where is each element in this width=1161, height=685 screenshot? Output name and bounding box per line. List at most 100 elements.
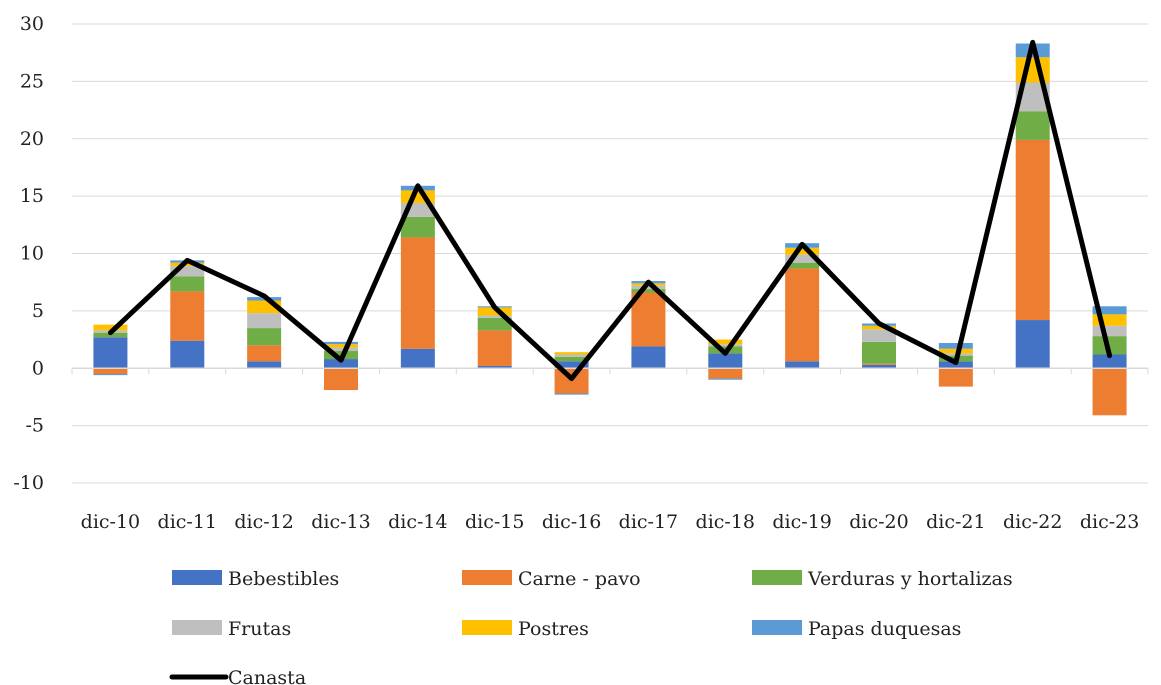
y-tick-label: 15 — [20, 185, 44, 207]
bar-segment — [938, 348, 973, 354]
bar-segment — [93, 368, 128, 374]
bar-segment — [785, 247, 820, 255]
bar-segment — [324, 359, 358, 369]
bar-segment — [862, 329, 896, 342]
x-tick-label: dic-14 — [388, 511, 447, 533]
legend: Bebestibles Carne - pavo Verduras y hortal… — [169, 568, 1013, 685]
bar-segment — [862, 341, 896, 364]
y-tick-labels: -10 -5 0 5 10 15 20 25 30 — [13, 13, 44, 494]
zero-axis — [71, 367, 1149, 375]
legend-swatch — [172, 620, 222, 635]
bar-segment — [400, 216, 435, 238]
canasta-line — [107, 39, 1113, 382]
bar-segment — [477, 365, 512, 369]
bar-segment — [1092, 314, 1127, 326]
legend-swatch — [462, 570, 512, 585]
y-tick-label: -5 — [25, 415, 44, 437]
bar-segment — [938, 368, 973, 387]
x-tick-label: dic-20 — [849, 511, 908, 533]
bar-segment — [631, 285, 666, 290]
y-tick-label: 20 — [20, 128, 44, 150]
legend-label: Bebestibles — [228, 568, 339, 590]
bar-segment — [324, 347, 358, 352]
bar-segment — [170, 266, 205, 277]
bar-segment — [324, 368, 358, 391]
bar-segment — [170, 340, 205, 369]
bar-segment — [477, 307, 512, 316]
bar-segment — [170, 291, 205, 341]
bar-segment — [554, 393, 589, 395]
bar-segment — [554, 361, 589, 369]
legend-label: Canasta — [228, 667, 306, 685]
bar-segment — [324, 341, 358, 345]
bar-segment — [1015, 57, 1050, 83]
bar-segment — [247, 361, 282, 369]
x-tick-label: dic-22 — [1003, 511, 1062, 533]
y-tick-label: 5 — [32, 300, 44, 322]
x-tick-label: dic-21 — [926, 511, 985, 533]
legend-swatch — [172, 570, 222, 585]
bar-segment — [170, 276, 205, 292]
bar-segment — [93, 337, 128, 369]
bar-segment — [400, 237, 435, 349]
canasta-line-path — [107, 39, 1113, 382]
bar-segment — [93, 324, 128, 331]
bar-segment — [708, 353, 743, 369]
legend-label: Frutas — [228, 618, 291, 640]
x-tick-label: dic-11 — [158, 511, 217, 533]
y-tick-label: 0 — [32, 357, 44, 379]
bar-segment — [400, 348, 435, 369]
legend-swatch — [752, 570, 802, 585]
bar-segment — [477, 317, 512, 331]
bar-segment — [708, 368, 743, 379]
legend-label: Verduras y hortalizas — [807, 568, 1013, 590]
bar-segment — [247, 313, 282, 329]
bar-segment — [170, 262, 205, 267]
bar-segment — [1092, 354, 1127, 369]
bars — [93, 43, 1127, 416]
legend-label: Papas duquesas — [808, 618, 961, 640]
bar-segment — [862, 325, 896, 330]
bar-segment — [477, 315, 512, 318]
bar-segment — [247, 328, 282, 346]
x-tick-label: dic-18 — [696, 511, 755, 533]
y-tick-label: 10 — [20, 243, 44, 265]
legend-label: Postres — [518, 618, 589, 640]
y-tick-label: 25 — [20, 70, 44, 92]
bar-segment — [862, 363, 896, 365]
bar-segment — [1092, 306, 1127, 315]
legend-label: Carne - pavo — [518, 568, 641, 590]
bar-segment — [554, 352, 589, 355]
bar-segment — [1015, 139, 1050, 321]
bar-segment — [631, 289, 666, 293]
bar-segment — [1092, 368, 1127, 416]
legend-swatch — [462, 620, 512, 635]
bar-segment — [247, 345, 282, 362]
bar-segment — [554, 356, 589, 362]
bar-segment — [631, 292, 666, 347]
x-tick-label: dic-23 — [1080, 511, 1139, 533]
x-tick-label: dic-13 — [311, 511, 370, 533]
x-tick-label: dic-12 — [234, 511, 293, 533]
bar-segment — [785, 361, 820, 369]
bar-segment — [1092, 325, 1127, 337]
legend-swatch — [752, 620, 802, 635]
x-tick-label: dic-19 — [772, 511, 831, 533]
bar-segment — [938, 343, 973, 349]
bar-segment — [708, 339, 743, 345]
bar-segment — [785, 254, 820, 263]
x-tick-label: dic-10 — [81, 511, 140, 533]
bar-segment — [862, 364, 896, 369]
y-tick-label: 30 — [20, 13, 44, 35]
x-tick-label: dic-17 — [619, 511, 678, 533]
bar-segment — [631, 346, 666, 369]
x-tick-label: dic-15 — [465, 511, 524, 533]
x-tick-labels: dic-10 dic-11 dic-12 dic-13 dic-14 dic-15 dic-… — [81, 511, 1140, 533]
gridlines — [72, 23, 1148, 484]
bar-segment — [324, 344, 358, 348]
x-tick-label: dic-16 — [542, 511, 601, 533]
bar-segment — [1015, 320, 1050, 369]
bar-segment — [785, 262, 820, 269]
bar-segment — [1015, 111, 1050, 140]
